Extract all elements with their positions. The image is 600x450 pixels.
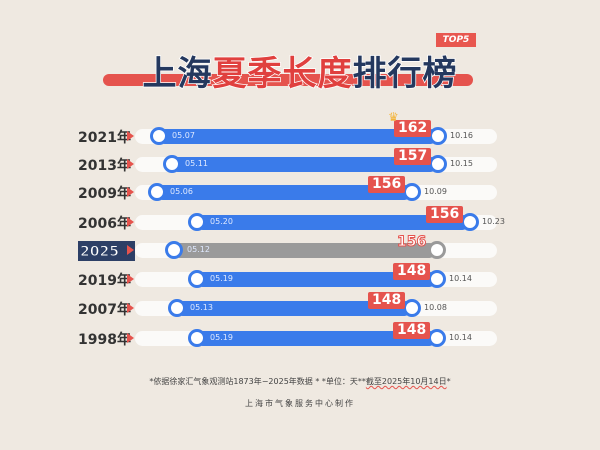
title-underline — [103, 74, 473, 86]
arrow-icon — [127, 303, 134, 313]
ranking-row: 2021年 05.07 10.16 162 ♛ — [0, 110, 600, 146]
start-dot — [188, 270, 206, 288]
start-date: 05.20 — [210, 217, 233, 226]
summer-bar — [155, 185, 412, 200]
end-dot — [428, 241, 446, 259]
days-value: 148 — [393, 322, 431, 339]
year-label: 1998年 — [78, 332, 131, 348]
start-date: 05.06 — [170, 187, 193, 196]
days-value: 148 — [368, 292, 406, 309]
year-label: 2019年 — [78, 273, 131, 289]
end-dot — [428, 270, 446, 288]
maker-credit: 上海市气象服务中心制作 — [245, 399, 355, 408]
arrow-icon — [127, 131, 134, 141]
year-label: 2009年 — [78, 186, 131, 202]
end-date: 10.09 — [424, 187, 447, 196]
summer-bar — [172, 243, 437, 258]
footnote: *依据徐家汇气象观测站1873年−2025年数据 * *单位：天**截至2025… — [0, 376, 600, 387]
end-dot — [428, 329, 446, 347]
ranking-row: 2009年 05.06 10.09 156 — [0, 176, 600, 202]
year-label: 2025年 — [78, 241, 135, 261]
end-dot — [429, 127, 447, 145]
start-dot — [150, 127, 168, 145]
start-dot — [165, 241, 183, 259]
summer-bar — [195, 272, 437, 287]
days-value: 156 — [368, 176, 406, 193]
title-part-2: 夏季长度 — [212, 53, 353, 95]
title-part-1: 上海 — [142, 53, 213, 95]
end-dot — [403, 183, 421, 201]
days-value: 162 — [394, 120, 432, 137]
days-value: 148 — [393, 263, 431, 280]
end-date: 10.14 — [449, 333, 472, 342]
year-label: 2021年 — [78, 130, 131, 146]
start-dot — [148, 183, 166, 201]
crown-icon: ♛ — [388, 110, 399, 124]
summer-bar — [170, 157, 438, 172]
ranking-row: 2007年 05.13 10.08 148 — [0, 292, 600, 318]
summer-bar — [157, 129, 438, 144]
footnote-date: 截至2025年10月14日 — [365, 377, 447, 386]
ranking-row: 2019年 05.19 10.14 148 — [0, 263, 600, 289]
start-dot — [188, 329, 206, 347]
days-value: 156 — [396, 234, 427, 251]
start-date: 05.12 — [187, 245, 210, 254]
arrow-icon — [127, 159, 134, 169]
arrow-icon — [127, 333, 134, 343]
footnote-source: *依据徐家汇气象观测站1873年−2025年数据 * *单位：天** — [149, 377, 366, 386]
ranking-row: 2006年 05.20 10.23 156 — [0, 206, 600, 232]
start-dot — [188, 213, 206, 231]
days-value: 157 — [394, 148, 432, 165]
ranking-row: 1998年 05.19 10.14 148 — [0, 322, 600, 348]
start-date: 05.19 — [210, 274, 233, 283]
year-label: 2013年 — [78, 158, 131, 174]
arrow-icon — [127, 274, 134, 284]
days-value: 156 — [426, 206, 464, 223]
end-date: 10.23 — [482, 217, 505, 226]
end-date: 10.14 — [449, 274, 472, 283]
summer-bar — [195, 331, 437, 346]
footnote-tail: * — [446, 377, 451, 386]
start-dot — [163, 155, 181, 173]
ranking-row: 2025年 05.12 156 — [0, 234, 600, 261]
end-dot — [403, 299, 421, 317]
end-date: 10.16 — [450, 131, 473, 140]
start-dot — [168, 299, 186, 317]
start-date: 05.19 — [210, 333, 233, 342]
arrow-icon — [127, 245, 134, 255]
title-part-3: 排行榜 — [352, 53, 458, 95]
year-label: 2007年 — [78, 302, 131, 318]
end-dot — [429, 155, 447, 173]
end-date: 10.08 — [424, 303, 447, 312]
start-date: 05.13 — [190, 303, 213, 312]
summer-bar — [195, 215, 470, 230]
arrow-icon — [127, 187, 134, 197]
top5-badge: TOP5 — [436, 33, 476, 47]
start-date: 05.07 — [172, 131, 195, 140]
page-title: 上海夏季长度排行榜 — [0, 52, 600, 96]
ranking-row: 2013年 05.11 10.15 157 — [0, 148, 600, 174]
arrow-icon — [127, 217, 134, 227]
end-dot — [461, 213, 479, 231]
end-date: 10.15 — [450, 159, 473, 168]
start-date: 05.11 — [185, 159, 208, 168]
summer-bar — [175, 301, 412, 316]
year-label: 2006年 — [78, 216, 131, 232]
